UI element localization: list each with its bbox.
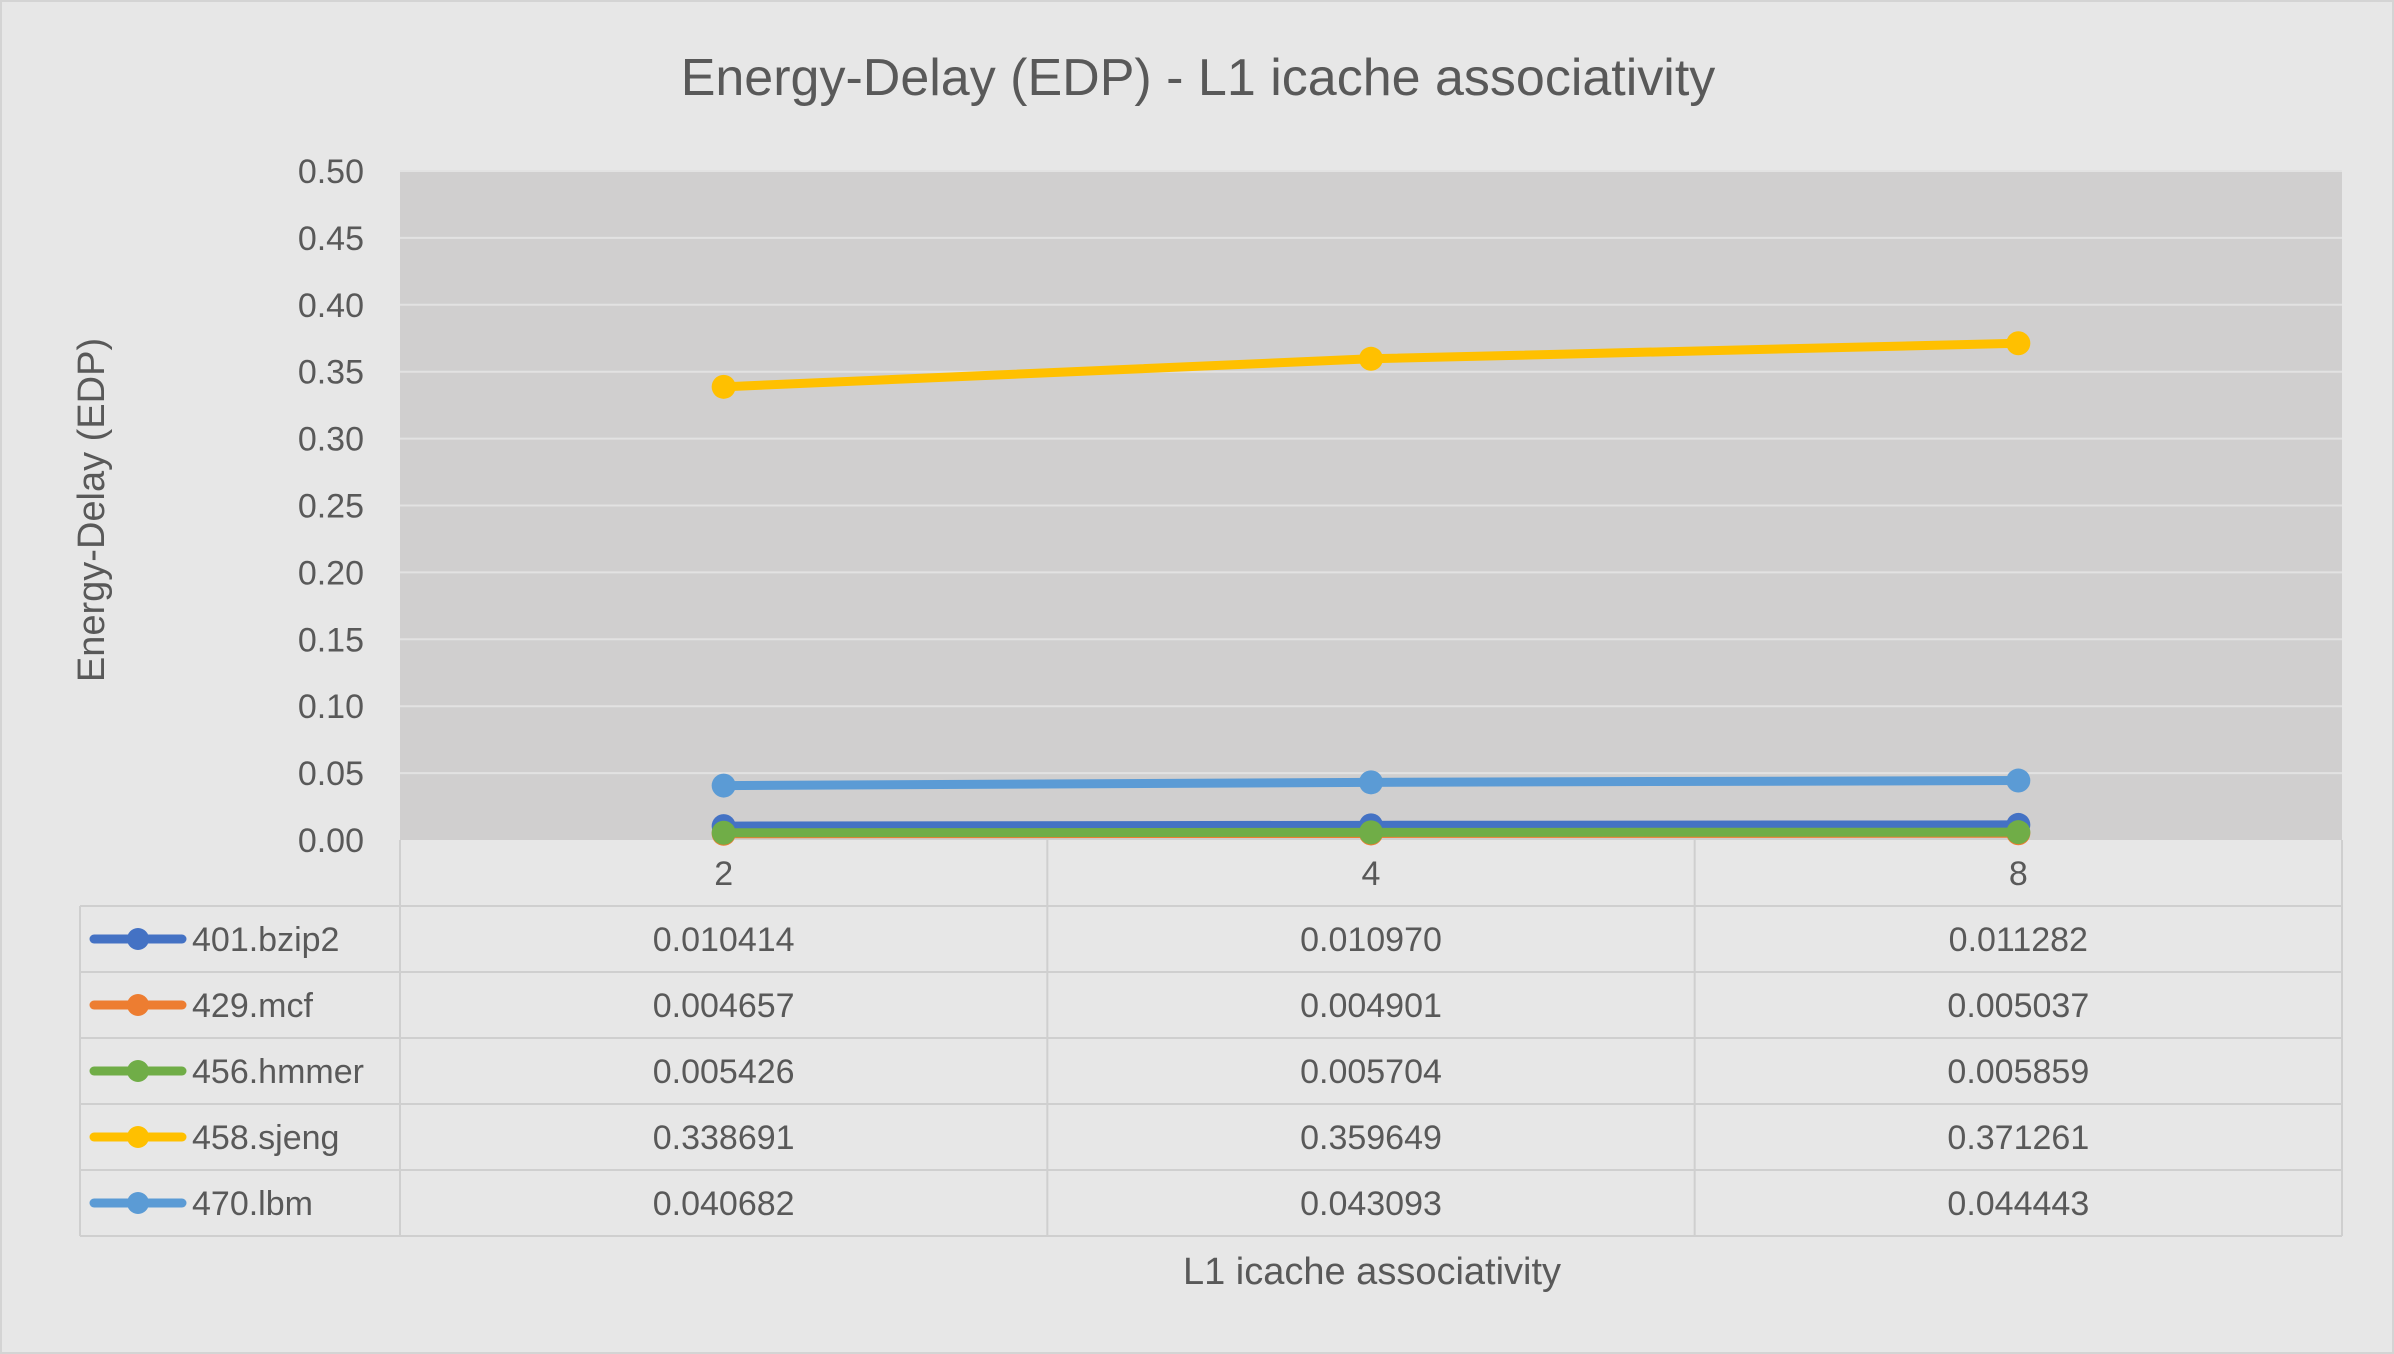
legend-series-name: 401.bzip2 [192, 921, 339, 959]
table-value-cell: 0.010414 [653, 921, 795, 959]
table-value-cell: 0.004657 [653, 987, 795, 1025]
y-tick-label: 0.50 [298, 153, 364, 191]
legend-series-name: 458.sjeng [192, 1119, 339, 1157]
x-axis-label: L1 icache associativity [1183, 1251, 1561, 1293]
y-tick-label: 0.15 [298, 621, 364, 659]
legend-series-name: 429.mcf [192, 987, 313, 1025]
y-tick-label: 0.30 [298, 421, 364, 459]
legend-key-marker [127, 928, 149, 950]
table-value-cell: 0.010970 [1300, 921, 1442, 959]
y-tick-label: 0.20 [298, 554, 364, 592]
table-value-cell: 0.371261 [1947, 1119, 2089, 1157]
y-tick-label: 0.35 [298, 354, 364, 392]
legend-key-marker [127, 1192, 149, 1214]
data-point[interactable] [711, 374, 736, 399]
x-category-label: 2 [714, 855, 733, 893]
data-point[interactable] [2006, 331, 2031, 356]
x-category-label: 8 [2009, 855, 2028, 893]
y-tick-label: 0.40 [298, 287, 364, 325]
data-point[interactable] [2006, 768, 2031, 793]
chart-title: Energy-Delay (EDP) - L1 icache associati… [681, 49, 1716, 107]
x-category-label: 4 [1362, 855, 1381, 893]
y-tick-label: 0.45 [298, 220, 364, 258]
y-tick-label: 0.25 [298, 488, 364, 526]
table-value-cell: 0.005704 [1300, 1053, 1442, 1091]
table-value-cell: 0.044443 [1947, 1185, 2089, 1223]
legend-key-marker [127, 1060, 149, 1082]
table-value-cell: 0.004901 [1300, 987, 1442, 1025]
legend-key-marker [127, 994, 149, 1016]
table-value-cell: 0.338691 [653, 1119, 795, 1157]
table-value-cell: 0.043093 [1300, 1185, 1442, 1223]
data-point[interactable] [1359, 770, 1383, 795]
table-value-cell: 0.005859 [1947, 1053, 2089, 1091]
data-point[interactable] [2006, 820, 2031, 845]
table-value-cell: 0.005426 [653, 1053, 795, 1091]
legend-series-name: 470.lbm [192, 1185, 313, 1223]
table-value-cell: 0.011282 [1949, 921, 2088, 959]
data-point[interactable] [1359, 820, 1383, 845]
data-point[interactable] [711, 773, 736, 798]
legend-key-marker [127, 1126, 149, 1148]
y-tick-label: 0.05 [298, 755, 364, 793]
data-point[interactable] [711, 820, 736, 845]
y-tick-label: 0.00 [298, 822, 364, 860]
y-axis-label: Energy-Delay (EDP) [71, 338, 113, 682]
table-value-cell: 0.040682 [653, 1185, 795, 1223]
legend-series-name: 456.hmmer [192, 1053, 364, 1091]
data-point[interactable] [1359, 346, 1383, 371]
y-tick-label: 0.10 [298, 688, 364, 726]
table-value-cell: 0.359649 [1300, 1119, 1442, 1157]
table-value-cell: 0.005037 [1947, 987, 2089, 1025]
